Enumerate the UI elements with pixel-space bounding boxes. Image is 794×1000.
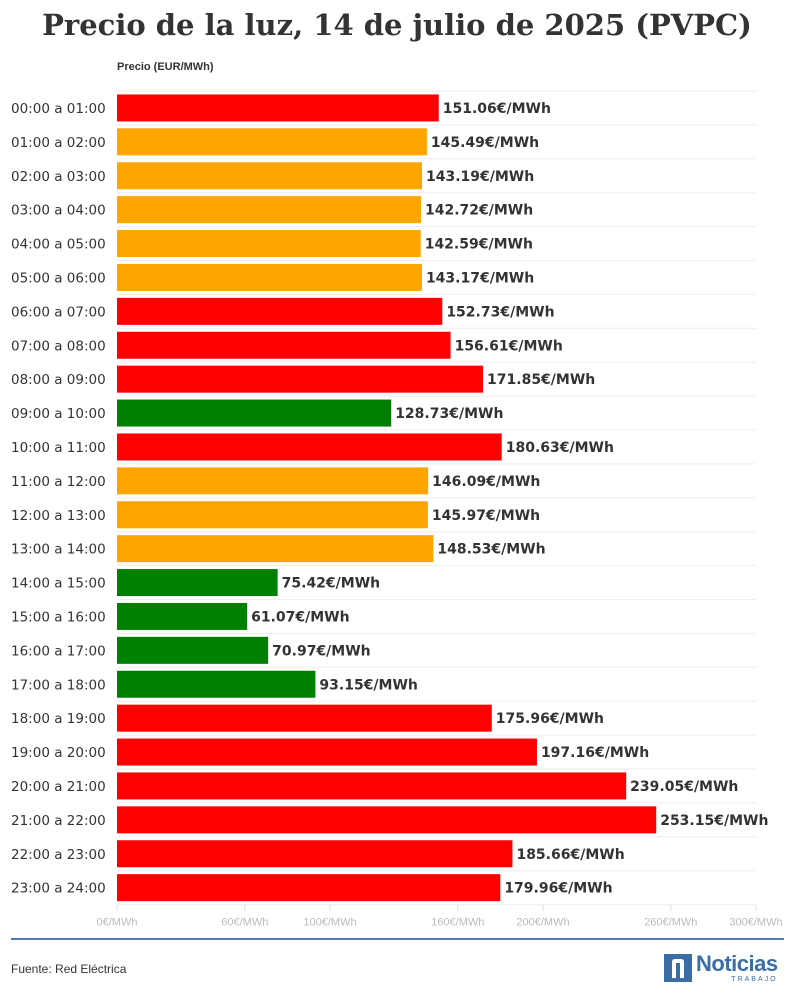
y-axis-label: Precio (EUR/MWh) <box>117 61 214 73</box>
category-label: 17:00 a 18:00 <box>11 677 106 693</box>
footer-divider <box>11 938 784 940</box>
value-label: 142.72€/MWh <box>425 203 533 219</box>
bar <box>117 196 421 224</box>
value-label: 75.42€/MWh <box>282 576 380 592</box>
value-label: 180.63€/MWh <box>506 440 614 456</box>
category-label: 14:00 a 15:00 <box>11 576 106 592</box>
category-label: 20:00 a 21:00 <box>11 779 106 795</box>
value-label: 197.16€/MWh <box>541 745 649 761</box>
value-label: 179.96€/MWh <box>504 881 612 897</box>
bar <box>117 331 451 359</box>
bar <box>117 806 657 834</box>
value-label: 145.49€/MWh <box>431 135 539 151</box>
category-label: 11:00 a 12:00 <box>11 474 106 490</box>
bar <box>117 602 248 630</box>
value-label: 151.06€/MWh <box>443 101 551 117</box>
value-label: 253.15€/MWh <box>660 813 768 829</box>
category-label: 15:00 a 16:00 <box>11 609 106 625</box>
category-label: 10:00 a 11:00 <box>11 440 106 456</box>
bar <box>117 128 427 156</box>
value-label: 175.96€/MWh <box>496 711 604 727</box>
value-label: 148.53€/MWh <box>437 542 545 558</box>
category-label: 00:00 a 01:00 <box>11 101 106 117</box>
brand-logo-word: Noticias <box>696 951 778 976</box>
category-label: 16:00 a 17:00 <box>11 643 106 659</box>
category-label: 08:00 a 09:00 <box>11 372 106 388</box>
category-label: 18:00 a 19:00 <box>11 711 106 727</box>
value-label: 185.66€/MWh <box>516 847 624 863</box>
x-tick-label: 300€/MWh <box>729 917 782 929</box>
bar <box>117 636 269 664</box>
brand-logo[interactable]: Noticias TRABAJO <box>664 953 778 983</box>
category-label: 21:00 a 22:00 <box>11 813 106 829</box>
bar <box>117 704 492 732</box>
category-label: 09:00 a 10:00 <box>11 406 106 422</box>
category-label: 22:00 a 23:00 <box>11 847 106 863</box>
x-tick-label: 160€/MWh <box>431 917 484 929</box>
x-tick-label: 100€/MWh <box>303 917 356 929</box>
value-label: 146.09€/MWh <box>432 474 540 490</box>
value-label: 142.59€/MWh <box>425 237 533 253</box>
x-tick-label: 60€/MWh <box>221 917 268 929</box>
bar <box>117 263 422 291</box>
x-tick-label: 200€/MWh <box>516 917 569 929</box>
value-label: 145.97€/MWh <box>432 508 540 524</box>
value-label: 143.17€/MWh <box>426 270 534 286</box>
bar <box>117 772 627 800</box>
value-label: 70.97€/MWh <box>272 643 370 659</box>
value-label: 93.15€/MWh <box>319 677 417 693</box>
bar <box>117 738 537 766</box>
category-label: 04:00 a 05:00 <box>11 237 106 253</box>
value-label: 143.19€/MWh <box>426 169 534 185</box>
category-label: 03:00 a 04:00 <box>11 203 106 219</box>
bar <box>117 433 502 461</box>
bar <box>117 399 392 427</box>
category-label: 19:00 a 20:00 <box>11 745 106 761</box>
value-label: 152.73€/MWh <box>446 304 554 320</box>
x-tick-label: 0€/MWh <box>97 917 138 929</box>
category-label: 02:00 a 03:00 <box>11 169 106 185</box>
value-label: 156.61€/MWh <box>455 338 563 354</box>
value-label: 61.07€/MWh <box>251 609 349 625</box>
bar <box>117 535 434 563</box>
category-label: 13:00 a 14:00 <box>11 542 106 558</box>
brand-logo-subtitle: TRABAJO <box>731 976 778 983</box>
value-label: 128.73€/MWh <box>395 406 503 422</box>
category-label: 07:00 a 08:00 <box>11 338 106 354</box>
value-label: 171.85€/MWh <box>487 372 595 388</box>
chart-title: Precio de la luz, 14 de julio de 2025 (P… <box>42 8 752 42</box>
category-label: 01:00 a 02:00 <box>11 135 106 151</box>
category-label: 06:00 a 07:00 <box>11 304 106 320</box>
category-label: 05:00 a 06:00 <box>11 270 106 286</box>
source-note: Fuente: Red Eléctrica <box>11 962 127 976</box>
category-label: 23:00 a 24:00 <box>11 881 106 897</box>
bar <box>117 874 501 902</box>
bar <box>117 162 422 190</box>
bar <box>117 670 316 698</box>
bar <box>117 297 443 325</box>
bar <box>117 569 278 597</box>
value-label: 239.05€/MWh <box>630 779 738 795</box>
bar <box>117 840 513 868</box>
bar-chart: 00:00 a 01:00 151.06€/MWh 01:00 a 02:00 145… <box>11 90 783 929</box>
x-tick-label: 260€/MWh <box>644 917 697 929</box>
bar <box>117 365 484 393</box>
brand-logo-icon <box>664 954 692 982</box>
bar <box>117 467 429 495</box>
bar <box>117 230 421 258</box>
category-label: 12:00 a 13:00 <box>11 508 106 524</box>
bar <box>117 94 439 122</box>
bar <box>117 501 428 529</box>
